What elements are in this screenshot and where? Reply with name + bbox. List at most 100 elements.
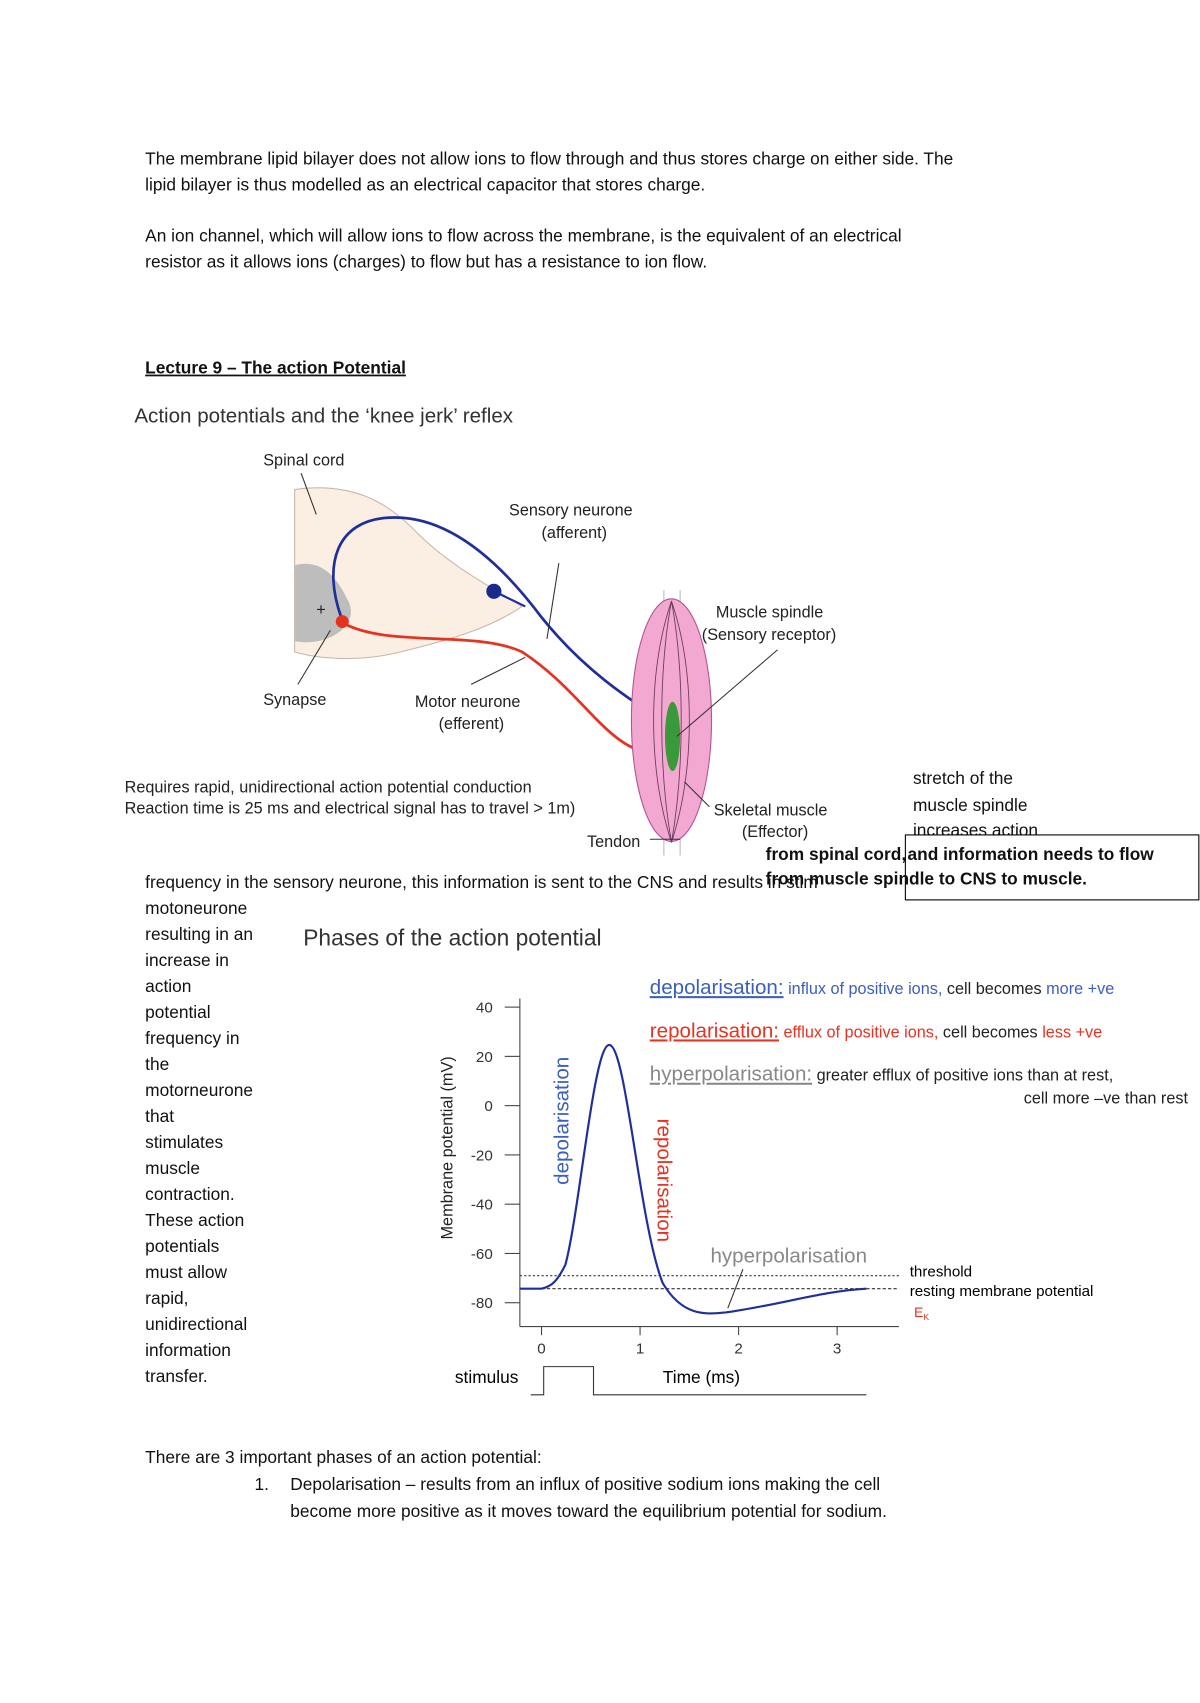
label: (Effector)	[742, 823, 808, 841]
x-tick-label: 1	[636, 1341, 644, 1358]
legend-line: cell more –ve than rest	[1024, 1089, 1189, 1107]
legend-text: more +ve	[1042, 980, 1115, 998]
column-line: These action	[145, 1210, 244, 1230]
legend-text: efflux of positive ions,	[779, 1023, 938, 1041]
x-ticks: 0 1 2 3	[537, 1326, 841, 1358]
legend-term: depolarisation:	[650, 976, 784, 999]
label: Synapse	[263, 691, 326, 709]
label: Spinal cord	[263, 452, 344, 470]
stimulus-label: stimulus	[455, 1367, 519, 1387]
legend-text: cell becomes	[938, 1023, 1037, 1041]
column-line: resulting in an	[145, 924, 253, 944]
x-axis-label: Time (ms)	[663, 1367, 740, 1387]
column-line: rapid,	[145, 1288, 188, 1308]
label: Sensory neurone	[509, 501, 633, 519]
column-line: increase in	[145, 950, 229, 970]
y-ticks: 40 20 0 -20 -40 -60 -80	[471, 1000, 520, 1312]
caption: Reaction time is 25 ms and electrical si…	[125, 799, 576, 817]
column-line: unidirectional	[145, 1314, 247, 1334]
label: (afferent)	[542, 524, 608, 542]
label: Motor neurone	[415, 693, 521, 711]
sensory-path	[332, 516, 675, 729]
column-line: must allow	[145, 1262, 227, 1282]
column-line: contraction.	[145, 1184, 235, 1204]
column-text: motoneurone resulting in an increase in act…	[145, 898, 253, 1386]
paragraph-line: frequency in the sensory neurone, this i…	[145, 872, 818, 892]
side-note: stretch of the	[913, 768, 1013, 788]
label: +	[316, 601, 325, 619]
column-line: potential	[145, 1002, 210, 1022]
y-tick-label: -60	[471, 1246, 493, 1263]
y-tick-label: 20	[476, 1049, 493, 1066]
line	[684, 781, 710, 808]
y-tick-label: -20	[471, 1147, 493, 1164]
line	[546, 563, 560, 639]
x-tick-label: 3	[833, 1341, 841, 1358]
line-label: threshold	[910, 1264, 972, 1281]
ek: E	[914, 1304, 923, 1320]
line	[300, 473, 317, 515]
legend-line: repolarisation: efflux of positive ions,…	[650, 1019, 1102, 1042]
y-axis-label: Membrane potential (mV)	[439, 1056, 457, 1239]
spindle	[664, 701, 681, 772]
legend-text: greater efflux of positive ions than at …	[812, 1067, 1113, 1085]
legend-term: hyperpolarisation:	[650, 1063, 812, 1086]
pointer-line	[727, 1268, 744, 1309]
list-number: 1.	[255, 1474, 269, 1494]
legend-text: cell becomes	[942, 980, 1041, 998]
list-text: become more positive as it moves toward …	[290, 1501, 887, 1521]
column-line: stimulates	[145, 1132, 223, 1152]
line	[297, 629, 331, 685]
line-label: EK	[914, 1304, 929, 1322]
pointer-lines	[297, 473, 778, 840]
x-tick-label: 2	[734, 1341, 742, 1358]
paragraph-line: resistor as it allows ions (charges) to …	[145, 251, 707, 271]
label: Muscle spindle	[716, 603, 823, 621]
paragraph-line: An ion channel, which will allow ions to…	[145, 225, 901, 245]
curve-label: repolarisation	[652, 1119, 675, 1242]
column-line: muscle	[145, 1158, 200, 1178]
legend-text: influx of positive ions,	[784, 980, 943, 998]
legend-term: repolarisation:	[650, 1019, 779, 1042]
legend-line: hyperpolarisation: greater efflux of pos…	[650, 1063, 1113, 1086]
ek-sub: K	[923, 1312, 929, 1322]
line	[470, 656, 526, 685]
paragraph-line: The membrane lipid bilayer does not allo…	[145, 149, 953, 169]
curve-label: hyperpolarisation	[710, 1245, 867, 1268]
heading: Lecture 9 – The action Potential	[145, 358, 406, 378]
muscle-fibres	[653, 600, 690, 843]
x-tick-label: 0	[537, 1341, 545, 1358]
label: Tendon	[587, 833, 640, 851]
text-box	[904, 834, 1200, 901]
box-text: from muscle spindle to CNS to muscle.	[766, 869, 1087, 889]
label: Skeletal muscle	[714, 801, 828, 819]
column-line: transfer.	[145, 1366, 208, 1386]
column-line: action	[145, 976, 191, 996]
motor-path	[343, 622, 655, 756]
stimulus-pulse	[530, 1366, 867, 1396]
sensory-soma	[486, 583, 502, 599]
y-tick-label: -40	[471, 1197, 493, 1214]
line-label: resting membrane potential	[910, 1283, 1094, 1300]
y-tick-label: 0	[484, 1098, 492, 1115]
column-line: motoneurone	[145, 898, 247, 918]
column-line: potentials	[145, 1236, 219, 1256]
label: (efferent)	[439, 715, 505, 733]
figure-title: Action potentials and the ‘knee jerk’ re…	[134, 404, 513, 427]
line	[676, 649, 778, 737]
column-line: motorneurone	[145, 1080, 253, 1100]
caption: Requires rapid, unidirectional action po…	[125, 779, 532, 797]
motor-soma	[335, 615, 349, 629]
figure-title: Phases of the action potential	[303, 924, 601, 950]
column-line: information	[145, 1340, 231, 1360]
legend-line: depolarisation: influx of positive ions,…	[650, 976, 1114, 999]
column-line: that	[145, 1106, 174, 1126]
list-text: Depolarisation – results from an influx …	[290, 1474, 880, 1494]
column-line: the	[145, 1054, 169, 1074]
y-tick-label: -80	[471, 1295, 493, 1312]
box-text: and information needs to flow	[908, 844, 1155, 864]
action-potential-curve	[519, 1043, 867, 1315]
legend-text: less +ve	[1038, 1023, 1103, 1041]
